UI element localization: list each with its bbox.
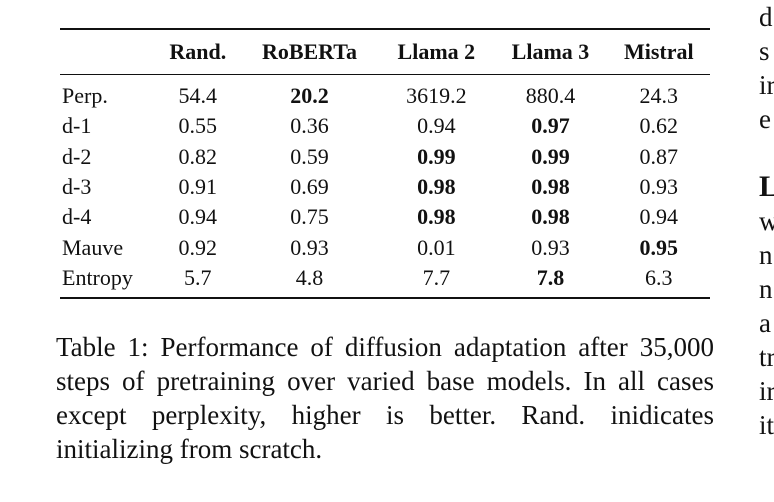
adjacent-text-fragment: tr (759, 342, 774, 372)
results-table: Rand. RoBERTa Llama 2 Llama 3 Mistral Pe… (60, 28, 710, 300)
table-cell: 0.91 (178, 174, 218, 200)
table-cell: 6.3 (607, 262, 710, 300)
table-caption: Table 1: Performance of diffusion adapta… (56, 332, 714, 464)
adjacent-text-fragment: it (759, 410, 774, 440)
table-cell: 0.01 (417, 234, 456, 260)
adjacent-text-fragment: ir (759, 70, 774, 100)
table-cell: 0.99 (417, 143, 456, 169)
table-cell: 0.36 (290, 113, 329, 139)
header-cell-rand: Rand. (156, 28, 240, 75)
header-cell-roberta: RoBERTa (239, 28, 380, 75)
table-cell: 0.93 (639, 174, 679, 200)
table-cell: 7.7 (379, 262, 494, 300)
table-cell: 0.95 (639, 234, 679, 260)
table-cell: 0.98 (531, 204, 570, 230)
table-cell: 0.82 (178, 143, 218, 169)
table-cell: 20.2 (290, 83, 329, 109)
table-cell: 7.8 (493, 262, 608, 300)
adjacent-text-fragment: e (759, 104, 771, 134)
header-cell-llama2: Llama 2 (379, 28, 494, 75)
table-cell: 0.94 (639, 204, 679, 230)
table-cell: 0.98 (531, 174, 570, 200)
adjacent-text-fragment: ir (759, 376, 774, 406)
table-row: d-4 0.94 0.75 0.98 0.98 0.94 (60, 202, 710, 232)
table-body: Perp. 54.4 20.2 3619.2 880.4 24.3 d-1 0.55 0.36 0… (60, 75, 710, 300)
table-cell: 24.3 (639, 83, 679, 109)
table-header: Rand. RoBERTa Llama 2 Llama 3 Mistral (60, 28, 710, 75)
table-cell: 0.98 (417, 204, 456, 230)
table-cell: 0.59 (290, 143, 329, 169)
table-cell: 4.8 (239, 262, 380, 300)
table-row: d-2 0.82 0.59 0.99 0.99 0.87 (60, 142, 710, 172)
table-cell: 54.4 (178, 83, 218, 109)
table-cell: 0.99 (531, 143, 570, 169)
table-cell: 0.55 (178, 113, 218, 139)
adjacent-text-fragment: n (759, 274, 773, 304)
row-label: Mauve (62, 234, 124, 260)
adjacent-text-fragment: s (759, 36, 770, 66)
table-cell: 0.93 (531, 234, 570, 260)
row-label: d-3 (62, 174, 92, 200)
table-row: d-3 0.91 0.69 0.98 0.98 0.93 (60, 172, 710, 202)
adjacent-text-fragment: a (759, 308, 771, 338)
table-cell: 0.94 (417, 113, 456, 139)
table-cell: 0.62 (639, 113, 679, 139)
row-label: d-1 (62, 113, 92, 139)
row-label: d-2 (62, 143, 92, 169)
row-label: Perp. (62, 83, 108, 109)
header-row: Rand. RoBERTa Llama 2 Llama 3 Mistral (60, 28, 710, 75)
table-cell: 0.94 (178, 204, 218, 230)
table-cell: 0.75 (290, 204, 329, 230)
table-cell: 3619.2 (406, 83, 467, 109)
adjacent-text-fragment (759, 136, 774, 170)
table-cell: 0.92 (178, 234, 218, 260)
table-row: Perp. 54.4 20.2 3619.2 880.4 24.3 (60, 75, 710, 112)
adjacent-text-fragment: d (759, 2, 773, 32)
table-row: Mauve 0.92 0.93 0.01 0.93 0.95 (60, 232, 710, 262)
table-row: Entropy 5.7 4.8 7.7 7.8 6.3 (60, 262, 710, 300)
table-cell: 880.4 (525, 83, 576, 109)
table-cell: 0.87 (639, 143, 679, 169)
table-cell: 0.93 (290, 234, 329, 260)
adjacent-text-fragment: n (759, 240, 773, 270)
table-cell: 0.98 (417, 174, 456, 200)
header-cell-stub (60, 28, 156, 75)
row-label: d-4 (62, 204, 92, 230)
table-row: d-1 0.55 0.36 0.94 0.97 0.62 (60, 111, 710, 141)
table-cell: 0.69 (290, 174, 329, 200)
table-cell: 5.7 (156, 262, 240, 300)
header-cell-llama3: Llama 3 (493, 28, 608, 75)
table-cell: 0.97 (531, 113, 570, 139)
row-label: Entropy (60, 262, 156, 300)
adjacent-text-fragment: w (759, 206, 774, 236)
header-cell-mistral: Mistral (607, 28, 710, 75)
adjacent-text-fragment: L (759, 170, 774, 203)
